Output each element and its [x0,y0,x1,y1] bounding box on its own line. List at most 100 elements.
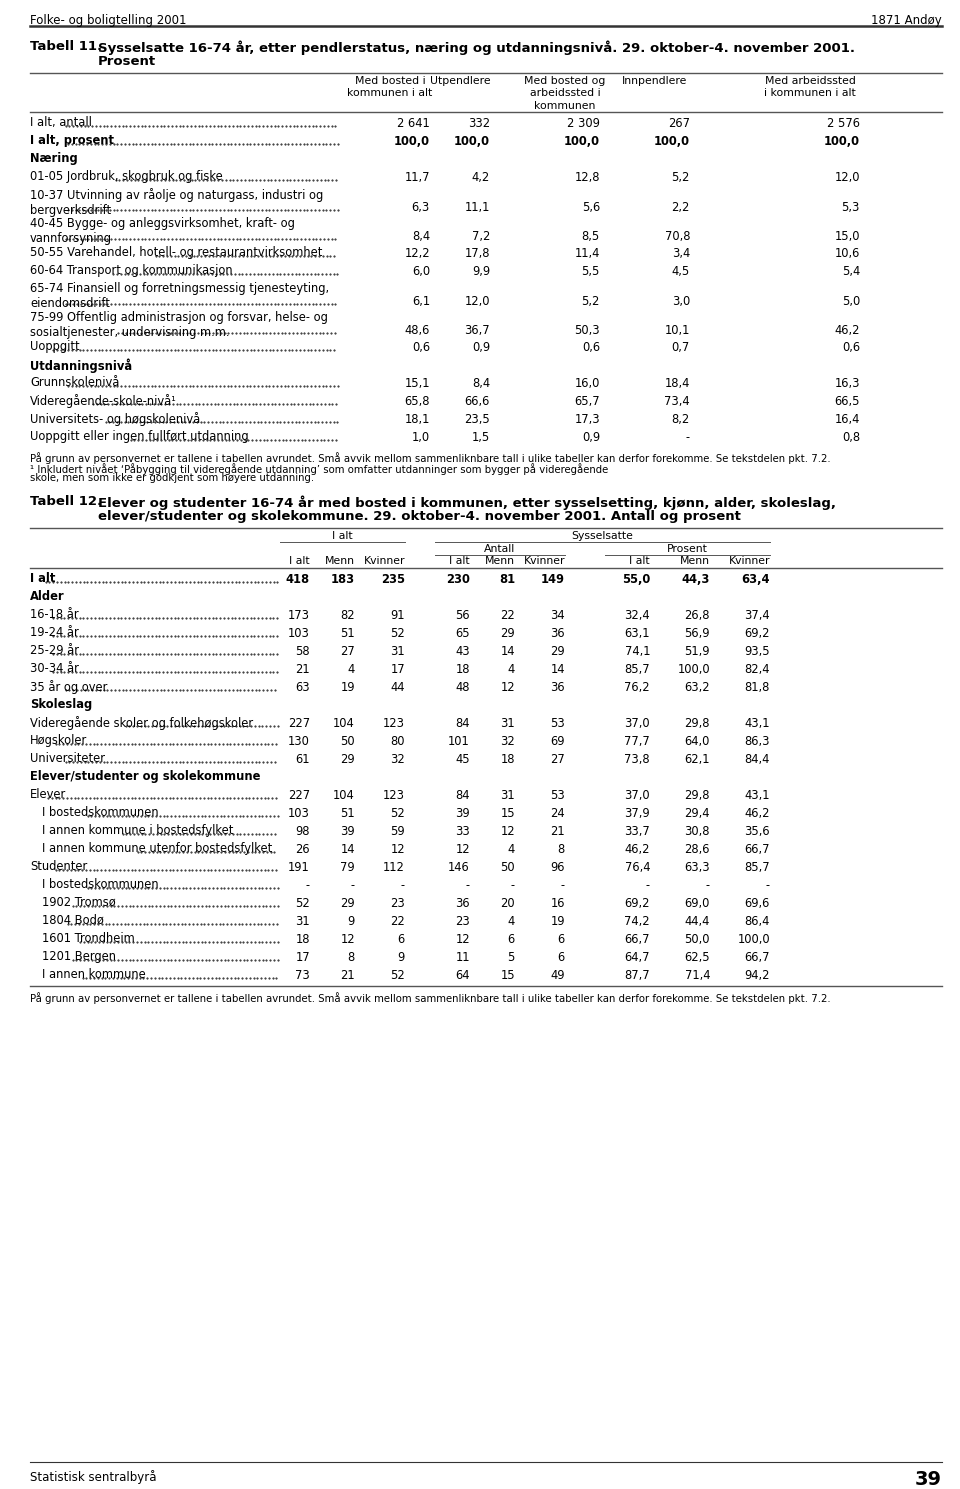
Text: 19-24 år: 19-24 år [30,625,79,639]
Text: 1871 Andøy: 1871 Andøy [872,13,942,27]
Text: I alt: I alt [30,572,56,585]
Text: 55,0: 55,0 [622,573,650,585]
Text: 103: 103 [288,627,310,640]
Text: 62,5: 62,5 [684,951,710,963]
Text: Kvinner: Kvinner [523,555,565,566]
Text: 01-05 Jordbruk, skogbruk og fiske: 01-05 Jordbruk, skogbruk og fiske [30,170,223,183]
Text: 0,9: 0,9 [582,430,600,444]
Text: -: - [646,879,650,892]
Text: 52: 52 [391,969,405,981]
Text: 76,2: 76,2 [624,680,650,694]
Text: 3,0: 3,0 [672,295,690,308]
Text: 0,7: 0,7 [672,341,690,354]
Text: 17: 17 [296,951,310,963]
Text: 2 309: 2 309 [567,116,600,130]
Text: 16-18 år: 16-18 år [30,608,79,621]
Text: 4,2: 4,2 [471,171,490,183]
Text: I alt: I alt [449,555,470,566]
Text: Tabell 12.: Tabell 12. [30,494,102,508]
Text: -: - [350,879,355,892]
Text: 85,7: 85,7 [624,663,650,676]
Text: 63: 63 [296,680,310,694]
Text: 82,4: 82,4 [745,663,770,676]
Text: Næring: Næring [30,152,78,165]
Text: 149: 149 [541,573,565,585]
Text: På grunn av personvernet er tallene i tabellen avrundet. Små avvik mellom sammen: På grunn av personvernet er tallene i ta… [30,453,830,465]
Text: 12: 12 [500,825,515,838]
Text: 66,5: 66,5 [834,395,860,408]
Text: -: - [685,430,690,444]
Text: 6: 6 [508,932,515,946]
Text: 16,4: 16,4 [834,412,860,426]
Text: 65,8: 65,8 [404,395,430,408]
Text: 0,6: 0,6 [412,341,430,354]
Text: 15: 15 [500,969,515,981]
Text: 15: 15 [500,807,515,820]
Text: 56,9: 56,9 [684,627,710,640]
Text: 5,5: 5,5 [582,265,600,278]
Text: 173: 173 [288,609,310,622]
Text: 12,0: 12,0 [834,171,860,183]
Text: 24: 24 [550,807,565,820]
Text: 36: 36 [455,896,470,910]
Text: 6: 6 [397,932,405,946]
Text: 103: 103 [288,807,310,820]
Text: 23,5: 23,5 [465,412,490,426]
Text: 50: 50 [500,861,515,874]
Text: 84,4: 84,4 [745,753,770,765]
Text: 5,2: 5,2 [582,295,600,308]
Text: 81,8: 81,8 [745,680,770,694]
Text: 75-99 Offentlig administrasjon og forsvar, helse- og
sosialtjenester, undervisni: 75-99 Offentlig administrasjon og forsva… [30,311,328,339]
Text: I annen kommune utenfor bostedsfylket: I annen kommune utenfor bostedsfylket [42,841,273,855]
Text: 29,8: 29,8 [684,716,710,730]
Text: 4: 4 [508,914,515,928]
Text: 12,0: 12,0 [465,295,490,308]
Text: 5: 5 [508,951,515,963]
Text: 19: 19 [341,680,355,694]
Text: 27: 27 [550,753,565,765]
Text: 16,0: 16,0 [575,377,600,390]
Text: 230: 230 [446,573,470,585]
Text: 36: 36 [550,680,565,694]
Text: 37,0: 37,0 [624,716,650,730]
Text: 12: 12 [500,680,515,694]
Text: 332: 332 [468,116,490,130]
Text: 35 år og over: 35 år og over [30,680,108,694]
Text: 20: 20 [500,896,515,910]
Text: ¹ Inkludert nivået ‘Påbygging til videregående utdanning’ som omfatter utdanning: ¹ Inkludert nivået ‘Påbygging til videre… [30,463,609,475]
Text: Uoppgitt: Uoppgitt [30,339,80,353]
Text: 101: 101 [448,734,470,747]
Text: I alt: I alt [289,555,310,566]
Text: 36: 36 [550,627,565,640]
Text: 12: 12 [455,843,470,856]
Text: 94,2: 94,2 [745,969,770,981]
Text: 43: 43 [455,645,470,658]
Text: 74,2: 74,2 [624,914,650,928]
Text: 73: 73 [296,969,310,981]
Text: 35,6: 35,6 [744,825,770,838]
Text: Antall: Antall [485,543,516,554]
Text: 17,3: 17,3 [574,412,600,426]
Text: Med bosted i
kommunen i alt: Med bosted i kommunen i alt [348,76,433,98]
Text: 5,2: 5,2 [672,171,690,183]
Text: 63,4: 63,4 [741,573,770,585]
Text: 6,3: 6,3 [412,201,430,214]
Text: 77,7: 77,7 [624,734,650,747]
Text: 11,7: 11,7 [404,171,430,183]
Text: Universitets- og høgskolenivå: Universitets- og høgskolenivå [30,412,201,426]
Text: -: - [766,879,770,892]
Text: 36,7: 36,7 [465,323,490,337]
Text: 6: 6 [558,932,565,946]
Text: Kvinner: Kvinner [729,555,770,566]
Text: 27: 27 [340,645,355,658]
Text: 74,1: 74,1 [625,645,650,658]
Text: 12: 12 [391,843,405,856]
Text: 28,6: 28,6 [684,843,710,856]
Text: 44,3: 44,3 [682,573,710,585]
Text: Videregående-skole-nivå¹: Videregående-skole-nivå¹ [30,395,177,408]
Text: 30-34 år: 30-34 år [30,663,79,675]
Text: 104: 104 [333,716,355,730]
Text: 93,5: 93,5 [744,645,770,658]
Text: 44: 44 [391,680,405,694]
Text: 227: 227 [288,716,310,730]
